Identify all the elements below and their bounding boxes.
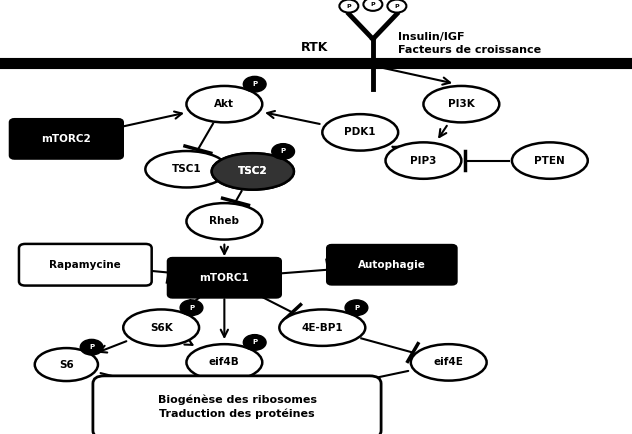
FancyBboxPatch shape [10, 119, 123, 158]
Text: Autophagie: Autophagie [358, 260, 426, 270]
Ellipse shape [423, 86, 499, 122]
Circle shape [180, 300, 203, 316]
Text: P: P [394, 3, 399, 9]
FancyBboxPatch shape [93, 376, 381, 434]
Text: 4E-BP1: 4E-BP1 [301, 322, 343, 333]
Ellipse shape [212, 153, 294, 190]
Text: Rheb: Rheb [209, 216, 240, 227]
Text: P: P [189, 305, 194, 311]
Ellipse shape [512, 142, 588, 179]
Text: P: P [252, 339, 257, 345]
Ellipse shape [386, 142, 461, 179]
Text: P: P [354, 305, 359, 311]
Text: TSC2: TSC2 [238, 166, 267, 177]
Text: eif4B: eif4B [209, 357, 240, 368]
Text: RTK: RTK [301, 41, 329, 54]
Ellipse shape [35, 348, 98, 381]
Circle shape [363, 0, 382, 11]
Ellipse shape [411, 344, 487, 381]
Text: PIP3: PIP3 [410, 155, 437, 166]
Text: S6: S6 [59, 359, 74, 370]
Text: PDK1: PDK1 [344, 127, 376, 138]
Text: TSC2: TSC2 [238, 166, 267, 177]
Text: S6K: S6K [150, 322, 173, 333]
Text: P: P [281, 148, 286, 155]
Circle shape [243, 335, 266, 350]
Text: P: P [346, 3, 351, 9]
Text: P: P [89, 344, 94, 350]
Text: mTORC1: mTORC1 [200, 273, 249, 283]
Text: P: P [252, 81, 257, 87]
Ellipse shape [279, 309, 365, 346]
Ellipse shape [186, 203, 262, 240]
Circle shape [387, 0, 406, 13]
Ellipse shape [145, 151, 228, 187]
Text: Insulin/IGF
Facteurs de croissance: Insulin/IGF Facteurs de croissance [398, 32, 541, 55]
Circle shape [272, 144, 295, 159]
Ellipse shape [186, 344, 262, 381]
Ellipse shape [123, 309, 199, 346]
FancyBboxPatch shape [327, 245, 456, 284]
FancyBboxPatch shape [168, 258, 281, 297]
Text: eif4E: eif4E [434, 357, 464, 368]
Circle shape [243, 76, 266, 92]
Circle shape [80, 339, 103, 355]
Ellipse shape [212, 153, 294, 190]
Text: PI3K: PI3K [448, 99, 475, 109]
Text: TSC1: TSC1 [172, 164, 201, 174]
Text: Akt: Akt [214, 99, 234, 109]
Circle shape [339, 0, 358, 13]
Text: PTEN: PTEN [535, 155, 565, 166]
Text: mTORC2: mTORC2 [42, 134, 91, 144]
Ellipse shape [186, 86, 262, 122]
Ellipse shape [322, 114, 398, 151]
Text: Rapamycine: Rapamycine [49, 260, 121, 270]
Circle shape [345, 300, 368, 316]
FancyBboxPatch shape [19, 244, 152, 286]
Text: Biogénèse des ribosomes
Traduction des protéines: Biogénèse des ribosomes Traduction des p… [157, 395, 317, 419]
Text: P: P [370, 2, 375, 7]
